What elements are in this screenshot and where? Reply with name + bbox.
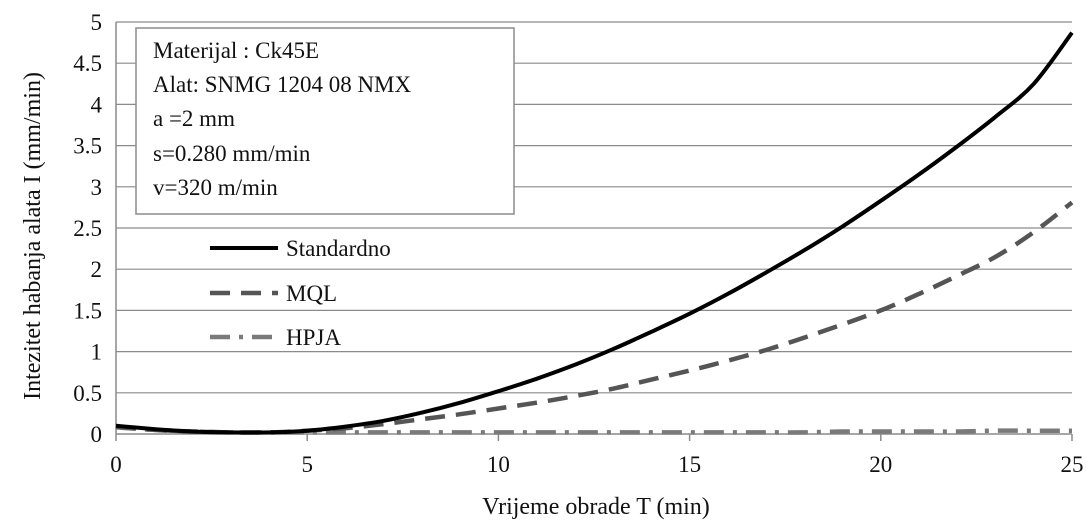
- info-feed: s=0.280 mm/min: [153, 141, 311, 166]
- x-tick-label: 10: [487, 452, 510, 477]
- y-tick-label: 5: [91, 10, 103, 35]
- info-tool: Alat: SNMG 1204 08 NMX: [153, 72, 412, 97]
- y-tick-label: 0.5: [73, 381, 102, 406]
- info-box-frame: [135, 27, 515, 215]
- legend-label-mql: MQL: [286, 281, 337, 306]
- x-axis-title: Vrijeme obrade T (min): [482, 494, 710, 520]
- y-tick-label: 2: [91, 257, 103, 282]
- y-tick-label: 3.5: [73, 134, 102, 159]
- y-tick-labels: 0 0.5 1 1.5 2 2.5 3 3.5 4 4.5 5: [73, 10, 102, 447]
- x-tick-label: 20: [869, 452, 892, 477]
- info-box: Materijal : Ck45E Alat: SNMG 1204 08 NMX…: [135, 27, 515, 215]
- y-tick-label: 4: [91, 92, 103, 117]
- y-tick-label: 4.5: [73, 51, 102, 76]
- info-material: Materijal : Ck45E: [153, 38, 319, 63]
- legend-label-standardno: Standardno: [286, 236, 391, 261]
- series-lines: [115, 31, 1074, 435]
- x-tick-label: 25: [1061, 452, 1084, 477]
- y-tick-label: 1.5: [73, 298, 102, 323]
- x-tick-label: 15: [678, 452, 701, 477]
- series-line-standardno: [115, 31, 1074, 435]
- x-tick-label: 0: [110, 452, 122, 477]
- series-line-mql: [115, 200, 1074, 435]
- y-tick-label: 2.5: [73, 216, 102, 241]
- info-speed: v=320 m/min: [153, 175, 278, 200]
- legend: Standardno MQL HPJA: [210, 236, 391, 350]
- info-depth: a =2 mm: [153, 106, 235, 131]
- y-axis-title: Intezitet habanja alata I (mm/min): [20, 72, 46, 400]
- x-tick-label: 5: [301, 452, 313, 477]
- y-tick-label: 3: [91, 175, 103, 200]
- legend-label-hpja: HPJA: [286, 325, 341, 350]
- x-tick-labels: 0 5 10 15 20 25: [110, 452, 1083, 477]
- y-tick-label: 1: [91, 340, 103, 365]
- y-tick-label: 0: [91, 422, 103, 447]
